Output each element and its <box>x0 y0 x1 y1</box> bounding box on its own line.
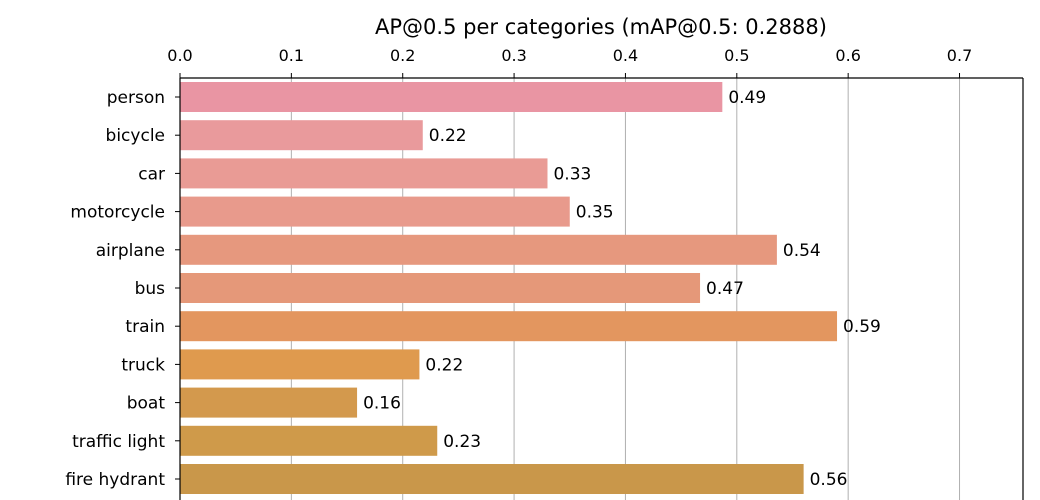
bar <box>180 311 838 342</box>
value-label: 0.56 <box>810 470 848 490</box>
bar <box>180 464 804 494</box>
bar <box>180 82 723 112</box>
category-label: bicycle <box>106 126 165 146</box>
category-label: bus <box>135 279 166 299</box>
category-label: motorcycle <box>70 203 165 223</box>
category-label: car <box>138 164 165 184</box>
category-label: truck <box>121 355 165 375</box>
bars <box>180 82 838 494</box>
bar <box>180 349 420 380</box>
x-tick-label: 0.1 <box>279 46 304 65</box>
bar <box>180 120 423 151</box>
x-tick-label: 0.3 <box>501 46 526 65</box>
value-label: 0.59 <box>843 317 881 337</box>
x-tick-label: 0.6 <box>835 46 860 65</box>
bar <box>180 273 701 303</box>
value-label: 0.16 <box>363 394 401 414</box>
plot-frame <box>179 77 1024 500</box>
value-label: 0.49 <box>728 88 766 108</box>
category-label: person <box>107 88 165 108</box>
x-tick-label: 0.7 <box>947 46 972 65</box>
bar <box>180 387 358 418</box>
bar <box>180 196 570 227</box>
bar <box>180 234 777 265</box>
category-label: train <box>125 317 165 337</box>
bar <box>180 425 438 456</box>
x-axis-ticks: 0.0 0.1 0.2 0.3 0.4 0.5 0.6 0.7 <box>167 46 972 78</box>
value-label: 0.22 <box>429 126 467 146</box>
x-tick-label: 0.4 <box>613 46 638 65</box>
category-label: boat <box>127 394 166 414</box>
y-axis-categories: person bicycle car motorcycle airplane bus tra… <box>65 88 180 490</box>
value-label: 0.23 <box>443 432 481 452</box>
category-label: fire hydrant <box>65 470 165 490</box>
value-label: 0.33 <box>553 164 591 184</box>
chart-title: AP@0.5 per categories (mAP@0.5: 0.2888) <box>375 15 827 39</box>
value-label: 0.47 <box>706 279 744 299</box>
bar <box>180 158 548 189</box>
x-tick-label: 0.0 <box>167 46 192 65</box>
value-labels: 0.49 0.22 0.33 0.35 0.54 0.47 0.59 0.22 0.16 0.23… <box>363 88 881 490</box>
category-label: airplane <box>96 241 165 261</box>
category-label: traffic light <box>72 432 165 452</box>
x-tick-label: 0.5 <box>724 46 749 65</box>
value-label: 0.54 <box>783 241 821 261</box>
x-tick-label: 0.2 <box>390 46 415 65</box>
value-label: 0.35 <box>576 203 614 223</box>
value-label: 0.22 <box>425 355 463 375</box>
